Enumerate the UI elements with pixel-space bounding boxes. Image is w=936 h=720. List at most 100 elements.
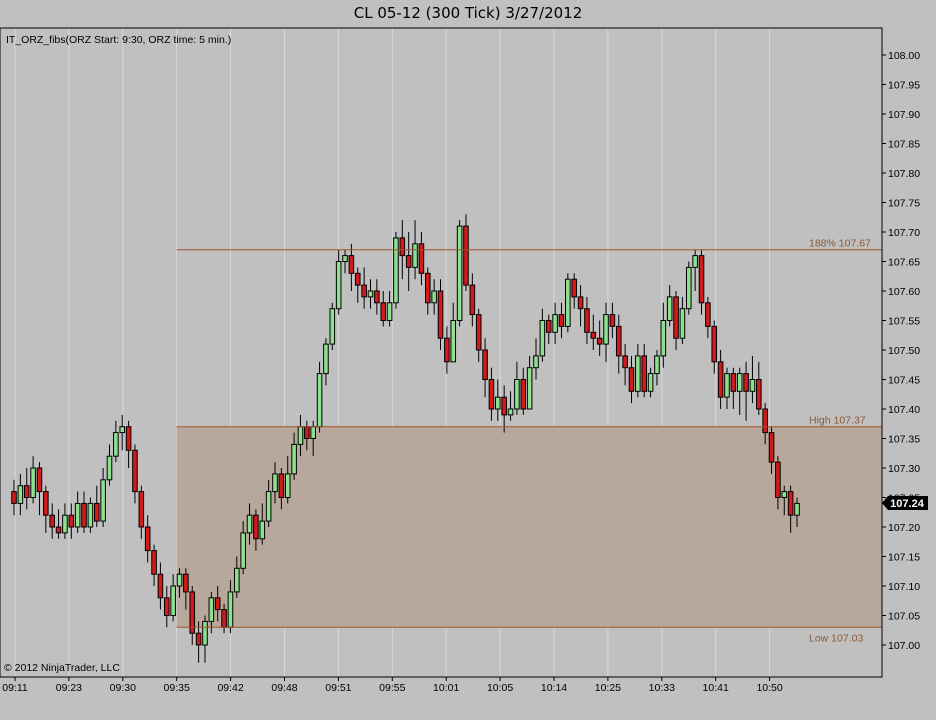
candle-body	[558, 314, 565, 327]
candle-body	[654, 355, 660, 375]
candle-body	[259, 520, 266, 540]
y-tick-label: 108.00	[888, 50, 920, 62]
candle-body	[679, 308, 686, 339]
candle-body	[335, 261, 342, 310]
y-tick-label: 107.90	[888, 109, 920, 121]
candle-body	[30, 467, 36, 498]
price-marker-value: 107.24	[890, 498, 925, 510]
y-tick-label: 107.55	[888, 316, 920, 328]
candle-body	[475, 314, 482, 351]
time-axis[interactable]: 09:11 09:23 09:30 09:35 09:42 09:48 09:51 09:55…	[2, 677, 783, 694]
orz-zone-fill	[176, 426, 882, 628]
x-tick-label: 10:05	[487, 682, 513, 694]
candle-body	[590, 331, 597, 339]
candle-body	[361, 284, 367, 298]
y-tick-label: 107.50	[888, 345, 920, 357]
candle-body	[119, 426, 126, 434]
candle-body	[444, 337, 450, 363]
candle-body	[138, 491, 145, 528]
candle-body	[488, 379, 495, 410]
candle-body	[208, 597, 215, 622]
candle-body	[405, 255, 412, 268]
price-axis[interactable]: 108.00 107.95 107.90 107.85 107.80 107.75 107.…	[882, 50, 920, 652]
y-tick-label: 107.70	[888, 227, 920, 239]
candle-body	[533, 355, 539, 369]
candle-body	[62, 514, 68, 534]
candle-body	[374, 290, 380, 304]
candle-body	[450, 320, 457, 363]
y-tick-label: 107.10	[888, 581, 920, 593]
price-marker-box	[882, 496, 928, 510]
candle-body	[514, 379, 520, 410]
candle-body	[565, 278, 571, 327]
y-tick-label: 107.65	[888, 257, 920, 269]
y-tick-label: 107.35	[888, 434, 920, 446]
candle-body	[132, 449, 138, 493]
candle-body	[711, 325, 718, 363]
chart-title: CL 05-12 (300 Tick) 3/27/2012	[353, 4, 583, 22]
candle-body	[584, 308, 590, 333]
candle-body	[692, 255, 698, 268]
candle-body	[424, 272, 431, 304]
level-label: Low 107.03	[809, 632, 863, 644]
candle-body	[291, 443, 297, 475]
candle-body	[354, 272, 361, 286]
y-tick-label: 107.75	[888, 198, 920, 210]
candle-body	[323, 343, 329, 375]
candle-body	[49, 514, 55, 528]
candle-body	[596, 337, 603, 345]
candle-body	[756, 379, 762, 410]
y-tick-label: 107.45	[888, 375, 920, 387]
candle-body	[794, 502, 800, 516]
candle-body	[125, 426, 132, 451]
candle-body	[501, 396, 507, 416]
candle-body	[157, 573, 164, 599]
candle-body	[380, 302, 387, 321]
candle-body	[87, 502, 94, 528]
candle-body	[183, 573, 189, 593]
candle-body	[272, 473, 278, 493]
candle-body	[495, 396, 501, 410]
candle-body	[284, 473, 291, 498]
candle-body	[577, 296, 584, 310]
x-tick-label: 10:41	[703, 682, 729, 694]
last-price-marker: 107.24	[882, 496, 928, 510]
x-tick-label: 10:33	[649, 682, 675, 694]
candle-body	[393, 237, 399, 304]
candle-body	[768, 432, 775, 463]
candle-body	[81, 502, 87, 528]
candle-body	[463, 225, 469, 286]
x-tick-label: 09:51	[325, 682, 351, 694]
candle-body	[539, 320, 546, 357]
candle-body	[571, 278, 577, 298]
level-label: 188% 107.67	[809, 238, 871, 250]
candle-body	[227, 591, 234, 628]
candle-body	[552, 314, 558, 333]
candle-body	[507, 408, 514, 416]
y-tick-label: 107.20	[888, 522, 920, 534]
candle-body	[189, 591, 196, 634]
candle-body	[622, 355, 628, 369]
candle-body	[221, 609, 227, 628]
y-tick-label: 107.15	[888, 552, 920, 564]
candle-body	[545, 320, 552, 333]
candles	[11, 214, 800, 663]
candle-body	[743, 373, 749, 392]
candle-body	[609, 314, 616, 327]
candle-body	[106, 455, 113, 481]
candle-body	[775, 461, 781, 499]
x-tick-label: 09:23	[56, 682, 82, 694]
y-tick-label: 107.40	[888, 404, 920, 416]
candle-body	[214, 597, 221, 611]
candle-body	[113, 432, 119, 457]
y-tick-label: 107.30	[888, 463, 920, 475]
candle-body	[170, 585, 176, 616]
candle-body	[437, 290, 444, 339]
candle-body	[603, 314, 609, 345]
x-tick-label: 10:01	[433, 682, 459, 694]
candle-body	[246, 514, 253, 534]
candle-body	[482, 349, 488, 380]
candle-body	[431, 290, 437, 304]
candle-body	[265, 491, 272, 522]
candle-body	[736, 373, 743, 392]
